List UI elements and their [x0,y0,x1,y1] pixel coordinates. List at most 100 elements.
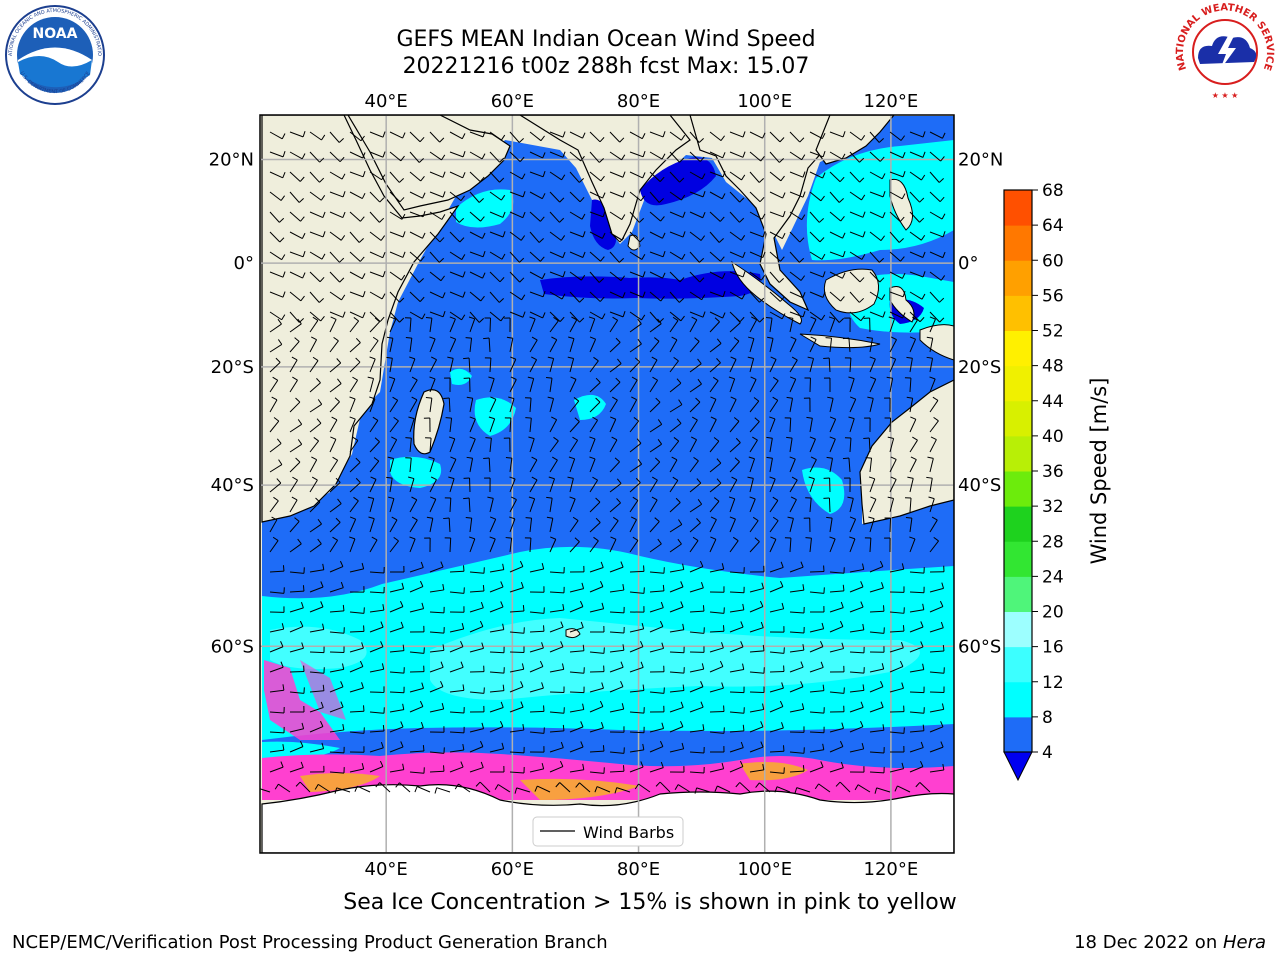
wind-barb [469,271,486,279]
wind-barb [269,311,286,321]
wind-barb [689,378,702,393]
colorbar-tick-label: 40 [1042,427,1064,447]
wind-barb [547,396,555,413]
wind-barb [527,376,535,393]
wind-barb [309,456,318,473]
wind-barb [549,586,565,594]
wind-barb [449,761,464,773]
wind-barb [309,742,325,753]
wind-barb [484,357,492,373]
wind-barb [409,131,425,143]
wind-barb [405,437,412,453]
wind-barb [409,311,426,320]
colorbar-tick-label: 64 [1042,216,1064,236]
wind-barb [269,623,285,633]
wind-barb [849,231,866,238]
longitude-label-top: 60°E [491,91,534,112]
wind-barb [749,191,765,203]
wind-barb [929,416,939,433]
wind-barb [329,231,346,241]
wind-barb [469,722,485,733]
wind-barb [649,457,661,473]
wind-barb [709,682,724,693]
wind-barb [889,660,904,673]
wind-barb [769,682,784,693]
wind-barb [649,665,665,673]
wind-barb [769,191,786,199]
wind-barb [929,271,946,281]
wind-barb [749,565,765,573]
wind-barb [489,271,505,283]
wind-barb [389,566,405,573]
wind-barb [609,498,621,513]
wind-barb [548,476,555,493]
wind-barb [909,336,917,353]
wind-barb [869,724,885,733]
wind-barb [849,667,865,674]
wind-barb [334,787,351,794]
wind-barb [269,684,285,693]
wind-barb [729,396,737,413]
colorbar-tick-label: 56 [1042,286,1064,306]
wind-barb [594,786,611,793]
wind-barb [849,396,857,413]
wind-barb [589,356,599,373]
wind-barb [609,681,624,693]
wind-barb [709,642,724,653]
wind-barb [829,740,844,753]
wind-barb [669,211,686,218]
wind-barb [509,581,524,593]
wind-barb [749,316,758,333]
wind-barb [769,476,776,493]
wind-barb [549,416,558,433]
wind-barb [269,744,285,753]
wind-barb [409,700,424,713]
wind-barb [649,496,658,513]
wind-barb [329,316,337,333]
wind-barb [789,231,805,243]
wind-barb [823,497,831,513]
wind-barb [849,151,865,163]
wind-barb [309,311,325,322]
kerguelen-island [565,628,581,639]
nws-logo-stars: ★ ★ ★ [1212,91,1239,100]
wind-barb [509,356,517,373]
wind-barb [789,765,805,773]
wind-barb [814,783,831,793]
wind-barb [609,457,620,473]
wind-barb [789,311,806,318]
wind-barb [509,311,526,318]
wind-barb [289,567,305,574]
colorbar-tick-label: 48 [1042,357,1064,377]
wind-barb [489,720,504,733]
wind-barb [909,151,926,158]
wind-barb [487,496,494,513]
wind-barb [589,536,599,553]
wind-barb [386,356,393,373]
wind-barb [929,565,945,573]
wind-barb [549,316,559,333]
wind-barb [569,667,585,674]
wind-barb [809,291,826,298]
wind-barb [669,497,681,513]
wind-barb [469,665,485,673]
wind-barb [269,478,282,493]
wind-barb [889,131,906,141]
wind-barb [929,703,945,713]
wind-barb [389,131,406,139]
wind-barb [369,191,385,203]
wind-barb [389,582,405,593]
wind-barb [669,684,685,693]
wind-barb [868,516,875,533]
wind-barb [809,565,825,573]
wind-barb [929,376,936,393]
wind-barb [649,318,662,333]
colorbar-tick-label: 12 [1042,673,1064,693]
wind-barb [260,788,271,793]
wind-barb [849,211,866,218]
wind-barb [549,151,566,158]
wind-barb [528,436,535,453]
wind-barb [909,416,917,433]
wind-barb [649,761,664,773]
